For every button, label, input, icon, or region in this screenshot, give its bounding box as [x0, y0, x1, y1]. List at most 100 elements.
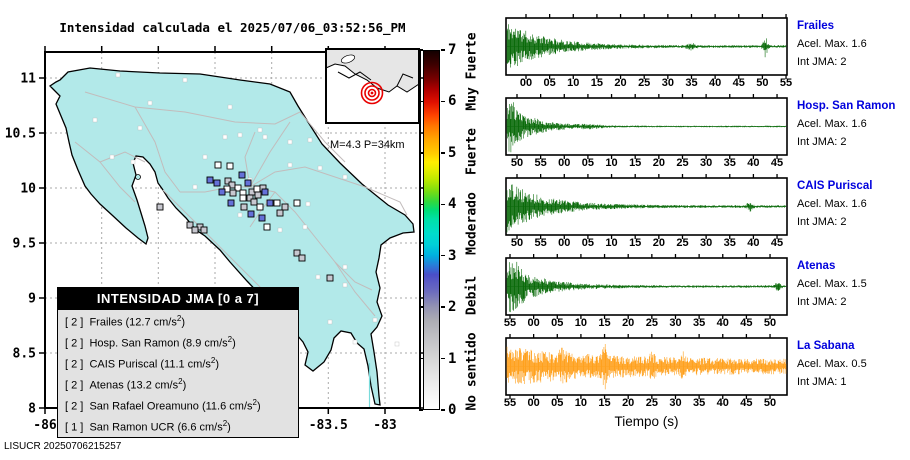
seismogram-tick-label: 30 — [669, 397, 682, 409]
seismogram-tick-label: 20 — [622, 397, 635, 409]
intensity-square — [250, 198, 258, 206]
seismogram-tick-label: 00 — [527, 397, 540, 409]
seismogram-tick-label: 00 — [519, 77, 533, 89]
intensity-squares — [156, 161, 334, 282]
seismogram-tick-label: 45 — [770, 157, 784, 169]
colorbar-tick — [441, 203, 445, 206]
intensity-square — [298, 254, 306, 262]
costa-rica-landmass — [48, 67, 415, 406]
gulf-island — [135, 174, 141, 180]
colorbar-tick — [419, 49, 423, 51]
inset-map — [325, 48, 420, 124]
inset-caption: M=4.3 P=34km — [330, 139, 405, 151]
seismogram-tick-label: 20 — [614, 77, 627, 89]
seismogram-tick-label: 00 — [558, 157, 571, 169]
seismogram-tick-label: 15 — [598, 317, 611, 329]
colorbar-tick — [419, 409, 423, 411]
colorbar-tick — [441, 100, 445, 103]
seismogram-tick-label: 15 — [590, 77, 604, 89]
legend-entry: [ 2 ] Frailes (12.7 cm/s2) — [65, 313, 185, 329]
int-jma-value: Int JMA: 2 — [797, 296, 847, 308]
seismogram-tick-label: 50 — [763, 397, 777, 409]
y-axis-tick-label: 8.5 — [13, 347, 36, 362]
seismogram-panel: 50 55 00 05 10 15 20 25 30 35 40 45 — [505, 93, 810, 175]
seismogram-tick-label: 50 — [756, 77, 769, 89]
seismogram-trace-svg — [505, 14, 788, 79]
acel-max-value: Acel. Max. 0.5 — [797, 358, 867, 370]
seismogram-tick-label: 55 — [534, 237, 547, 249]
intensity-square — [273, 199, 281, 207]
seismogram-tick-label: 20 — [622, 317, 635, 329]
seismogram-panel: 50 55 00 05 10 15 20 25 30 35 40 45 — [505, 173, 810, 255]
seismogram-tick-label: 45 — [732, 77, 745, 89]
seismogram-tick-label: 30 — [669, 317, 682, 329]
station-name: CAIS Puriscal — [797, 180, 873, 192]
intensity-square — [218, 188, 226, 196]
colorbar-number: 3 — [448, 247, 457, 264]
seismogram-tick-label: 10 — [605, 157, 618, 169]
legend-entry: [ 2 ] Atenas (13.2 cm/s2) — [65, 376, 187, 392]
intensity-square — [276, 209, 284, 217]
seismogram-tick-label: 50 — [510, 157, 524, 169]
acel-max-value: Acel. Max. 1.6 — [797, 38, 867, 50]
seismogram-tick-label: 25 — [645, 397, 658, 409]
x-axis-tick-label: -83 — [373, 418, 396, 433]
intensity-square — [258, 214, 266, 222]
intensity-square — [238, 171, 246, 179]
colorbar-number: 2 — [448, 299, 457, 316]
seismogram-tick-label: 10 — [574, 317, 588, 329]
colorbar-tick — [419, 306, 423, 308]
intensity-square — [214, 161, 222, 169]
seismogram-tick-label: 15 — [629, 237, 642, 249]
seismogram-tick-label: 50 — [510, 237, 524, 249]
seismogram-trace-svg — [505, 94, 788, 159]
inset-frame — [325, 48, 420, 124]
intensity-square — [293, 249, 301, 257]
seismogram-panel: 55 00 05 10 15 20 25 30 35 40 45 50 — [504, 253, 810, 335]
intensity-square — [266, 199, 274, 207]
seismogram-tick-label: 25 — [645, 317, 658, 329]
acel-max-value: Acel. Max. 1.6 — [797, 198, 867, 210]
station-info: La Sabana Acel. Max. 0.5 Int JMA: 1 — [797, 340, 909, 388]
seismogram-tick-label: 25 — [676, 237, 689, 249]
colorbar-tick — [441, 409, 445, 411]
intensity-square — [229, 189, 237, 197]
seismogram-tick-label: 10 — [605, 237, 618, 249]
seismogram-tick-label: 15 — [598, 397, 611, 409]
intensity-square — [246, 194, 254, 202]
intensity-square — [244, 179, 252, 187]
int-jma-value: Int JMA: 2 — [797, 56, 847, 68]
legend-entries: [ 2 ] Frailes (12.7 cm/s2) [ 2 ] Hosp. Sa… — [58, 310, 298, 437]
intensity-square — [247, 210, 255, 218]
intensity-square — [326, 274, 334, 282]
seismogram-tick-label: 45 — [770, 237, 784, 249]
station-name: Hosp. San Ramon — [797, 100, 896, 112]
footer-id: LISUCR 20250706215257 — [4, 441, 122, 452]
time-axis-label: Tiempo (s) — [614, 414, 679, 429]
int-jma-value: Int JMA: 1 — [797, 376, 847, 388]
intensity-square — [234, 184, 242, 192]
intensity-square — [263, 223, 271, 231]
seismogram-tick-label: 40 — [708, 77, 722, 89]
station-name: Frailes — [797, 20, 835, 32]
intensity-legend: INTENSIDAD JMA [0 a 7] [ 2 ] Frailes (12… — [57, 287, 299, 438]
station-name: La Sabana — [797, 340, 855, 352]
seismogram-tick-label: 05 — [551, 317, 564, 329]
station-info: Hosp. San Ramon Acel. Max. 1.6 Int JMA: 2 — [797, 100, 909, 148]
y-axis-tick-label: 10.5 — [5, 127, 36, 142]
seismogram-tick-label: 55 — [779, 77, 793, 89]
intensity-square — [227, 199, 235, 207]
seismogram-tick-label: 25 — [676, 157, 689, 169]
colorbar-number: 1 — [448, 350, 457, 367]
seismogram-tick-label: 30 — [699, 157, 713, 169]
colorbar-tick — [419, 357, 423, 360]
legend-entry: [ 2 ] CAIS Puriscal (11.1 cm/s2) — [65, 355, 220, 371]
colorbar-tick — [419, 203, 423, 206]
acel-max-value: Acel. Max. 1.5 — [797, 278, 867, 290]
colorbar-number: 0 — [448, 402, 457, 418]
seismogram-tick-label: 35 — [723, 237, 736, 249]
colorbar-number: 5 — [448, 144, 457, 161]
y-axis-tick-label: 9.5 — [13, 237, 36, 252]
colorbar-number: 7 — [448, 42, 457, 58]
lake-nicaragua — [340, 54, 356, 64]
